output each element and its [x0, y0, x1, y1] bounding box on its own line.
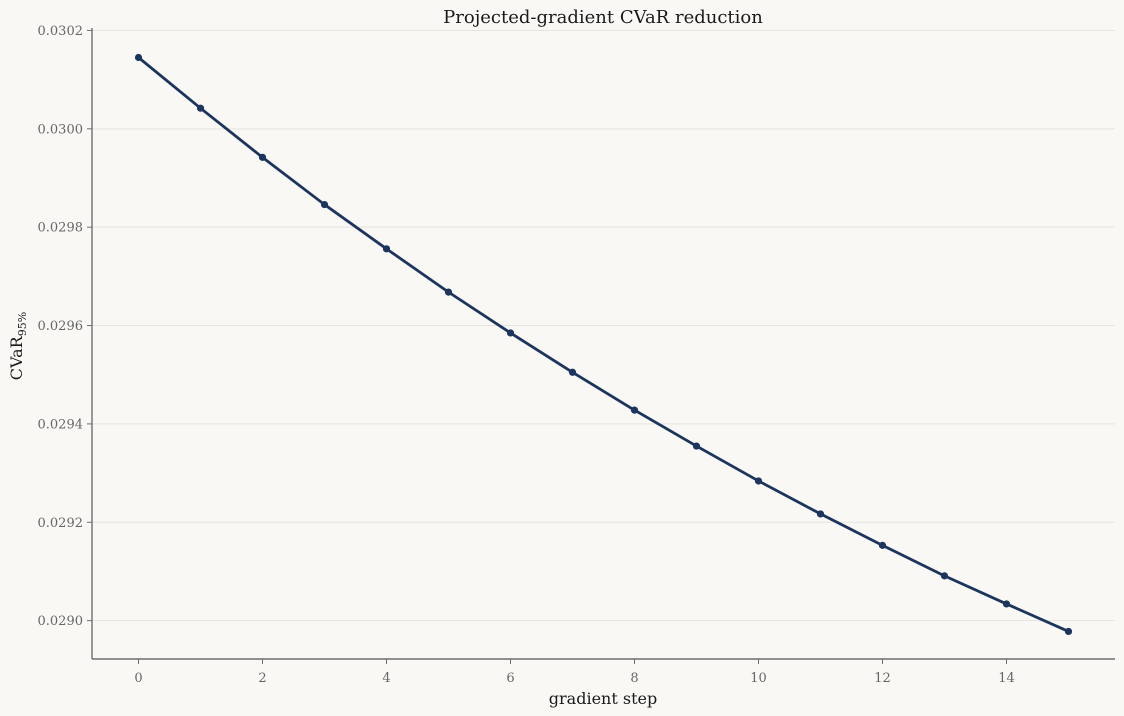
x-tick-label: 4: [382, 671, 390, 686]
data-point: [692, 442, 701, 450]
series-layer: [134, 53, 1073, 636]
series-line: [137, 56, 1070, 633]
x-tick-label: 0: [134, 671, 142, 686]
axes: [87, 28, 1115, 664]
x-tick-label: 14: [998, 671, 1015, 686]
data-point: [444, 288, 453, 296]
data-point: [196, 104, 205, 112]
x-tick-label: 10: [750, 671, 767, 686]
x-axis-label: gradient step: [549, 689, 657, 708]
data-point: [1064, 627, 1073, 636]
y-tick-label: 0.0290: [38, 614, 84, 629]
x-tick-label: 2: [258, 671, 266, 686]
data-point: [258, 153, 267, 161]
y-tick-label: 0.0300: [38, 122, 84, 137]
y-axis-label: CVaR95%: [7, 312, 29, 380]
data-point: [320, 200, 329, 209]
grid-lines: [92, 29, 1115, 622]
y-tick-label: 0.0296: [38, 319, 84, 334]
data-point: [878, 541, 887, 549]
y-axis-label-subscript: 95%: [16, 312, 29, 336]
y-tick-label: 0.0302: [38, 24, 84, 39]
data-point: [506, 329, 515, 337]
tick-labels: 0.0290 0.0292 0.0294 0.0296 0.0298 0.0300 0.03…: [38, 24, 1015, 686]
x-tick-label: 8: [630, 671, 638, 686]
data-point: [816, 510, 825, 518]
data-point: [382, 245, 391, 253]
x-tick-label: 6: [506, 671, 514, 686]
data-point: [1002, 600, 1011, 608]
data-point: [630, 406, 639, 414]
data-point: [754, 477, 763, 485]
data-point: [940, 572, 949, 580]
chart-title: Projected-gradient CVaR reduction: [443, 7, 763, 28]
y-tick-label: 0.0298: [38, 221, 84, 236]
x-tick-label: 12: [874, 671, 891, 686]
data-point: [134, 53, 143, 62]
y-tick-label: 0.0294: [38, 417, 84, 432]
y-tick-label: 0.0292: [38, 516, 84, 531]
y-axis-label-main: CVaR: [7, 335, 26, 380]
data-point: [568, 368, 577, 376]
